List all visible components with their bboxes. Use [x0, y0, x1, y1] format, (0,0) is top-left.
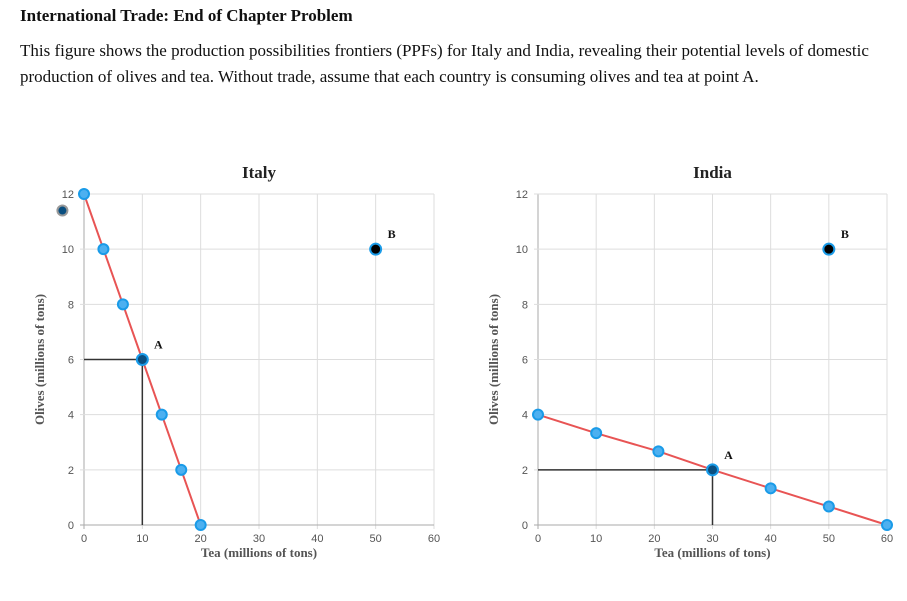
x-tick-label: 20: [648, 533, 660, 545]
point-label-b: B: [841, 227, 849, 241]
ppf-point[interactable]: [78, 188, 90, 200]
ppf-point[interactable]: [881, 519, 893, 531]
point-a[interactable]: [135, 353, 149, 366]
x-tick-label: 0: [81, 533, 87, 545]
x-tick-label: 20: [195, 533, 207, 545]
y-tick-label: 12: [516, 189, 528, 201]
point-a-guide-lines: [538, 469, 714, 525]
ppf-point[interactable]: [822, 500, 835, 513]
y-tick-label: 0: [68, 520, 74, 532]
x-tick-label: 60: [428, 533, 440, 545]
point-label-b: B: [388, 227, 396, 241]
chart-italy: 0 10 20 30 40 50 60 0 2 4 6 8 10 12 Italy Tea (millions…: [32, 163, 440, 560]
ppf-point[interactable]: [116, 298, 129, 311]
y-tick-label: 10: [516, 244, 528, 256]
y-tick-label: 6: [522, 355, 528, 367]
x-tick-label: 10: [136, 533, 148, 545]
y-tick-label: 8: [68, 299, 74, 311]
y-axis-label: Olives (millions of tons): [32, 294, 47, 425]
x-tick-label: 0: [535, 533, 541, 545]
x-tick-label: 50: [370, 533, 382, 545]
x-axis-label: Tea (millions of tons): [654, 545, 770, 560]
y-tick-label: 10: [62, 244, 74, 256]
point-a-guide-lines: [84, 358, 144, 525]
y-tick-label: 4: [522, 410, 528, 422]
point-label-a: A: [154, 338, 163, 352]
ppf-point[interactable]: [194, 519, 207, 531]
page-title: International Trade: End of Chapter Prob…: [20, 6, 353, 25]
point-b[interactable]: [369, 242, 383, 256]
y-axis-label: Olives (millions of tons): [486, 294, 501, 425]
x-axis-label: Tea (millions of tons): [201, 545, 317, 560]
y-tick-label: 2: [68, 465, 74, 477]
y-tick-label: 4: [68, 410, 74, 422]
ppf-point[interactable]: [532, 408, 544, 421]
y-tick-label: 12: [62, 189, 74, 201]
ppf-point[interactable]: [764, 482, 777, 495]
ppf-point[interactable]: [590, 427, 603, 440]
ppf-point[interactable]: [652, 445, 665, 458]
x-tick-label: 50: [823, 533, 835, 545]
x-tick-label: 10: [590, 533, 602, 545]
ppf-point[interactable]: [97, 243, 110, 256]
ppf-point[interactable]: [175, 463, 188, 476]
point-a[interactable]: [706, 463, 719, 477]
x-tick-label: 30: [706, 533, 718, 545]
point-label-a: A: [724, 448, 733, 462]
y-tick-label: 2: [522, 465, 528, 477]
problem-description: This figure shows the production possibi…: [20, 41, 869, 86]
x-tick-label: 30: [253, 533, 265, 545]
x-tick-label: 40: [311, 533, 323, 545]
chart-india: 0 10 20 30 40 50 60 0 2 4 6 8 10 12 India Tea (millions…: [486, 163, 893, 560]
point-b[interactable]: [822, 242, 836, 256]
draggable-point-handle[interactable]: [56, 204, 69, 217]
ppf-point[interactable]: [155, 408, 168, 421]
y-tick-label: 0: [522, 520, 528, 532]
x-tick-label: 40: [765, 533, 777, 545]
chart-title: Italy: [242, 163, 277, 182]
x-tick-label: 60: [881, 533, 893, 545]
y-tick-label: 6: [68, 355, 74, 367]
y-tick-label: 8: [522, 299, 528, 311]
chart-title: India: [693, 163, 732, 182]
